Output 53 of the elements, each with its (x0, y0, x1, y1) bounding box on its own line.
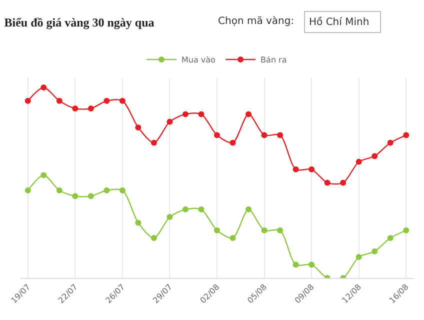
point (356, 254, 362, 260)
point (56, 187, 62, 194)
point (214, 132, 220, 138)
point (166, 118, 173, 125)
point (292, 262, 299, 268)
point (72, 105, 78, 112)
point (372, 248, 378, 254)
point (182, 206, 188, 212)
point (198, 206, 204, 212)
chart-title: Biểu đồ giá vàng 30 ngày qua (4, 16, 154, 30)
point (88, 105, 94, 112)
point (198, 111, 204, 118)
point (403, 132, 410, 138)
point (40, 172, 47, 178)
point (246, 206, 252, 212)
point (135, 220, 142, 226)
point (166, 214, 173, 220)
legend-label: Mua vào (182, 56, 216, 65)
point (261, 132, 268, 138)
point (119, 98, 126, 104)
text: Chọn mã vàng: (218, 16, 294, 27)
point (387, 235, 394, 241)
point (135, 124, 142, 131)
point (24, 98, 31, 104)
point (150, 140, 157, 146)
point (104, 98, 110, 104)
point (403, 227, 410, 234)
point (119, 187, 126, 194)
point (277, 132, 284, 138)
point (387, 140, 394, 146)
point (308, 166, 315, 172)
point (88, 193, 94, 200)
legend-label: Bán ra (260, 56, 287, 65)
point (340, 180, 346, 186)
point (372, 153, 378, 160)
point (40, 84, 47, 91)
text: Hồ Chí Minh (309, 16, 376, 28)
point (56, 98, 62, 104)
point (277, 227, 284, 234)
point (72, 193, 78, 200)
point (261, 227, 268, 234)
point (230, 235, 236, 241)
point (230, 140, 236, 146)
point (292, 166, 299, 172)
point (182, 111, 188, 118)
point (308, 262, 315, 268)
point (324, 180, 330, 186)
point (104, 187, 110, 194)
point (214, 227, 220, 234)
point (356, 158, 362, 165)
point (150, 235, 157, 241)
point (246, 111, 252, 118)
point (24, 187, 31, 194)
